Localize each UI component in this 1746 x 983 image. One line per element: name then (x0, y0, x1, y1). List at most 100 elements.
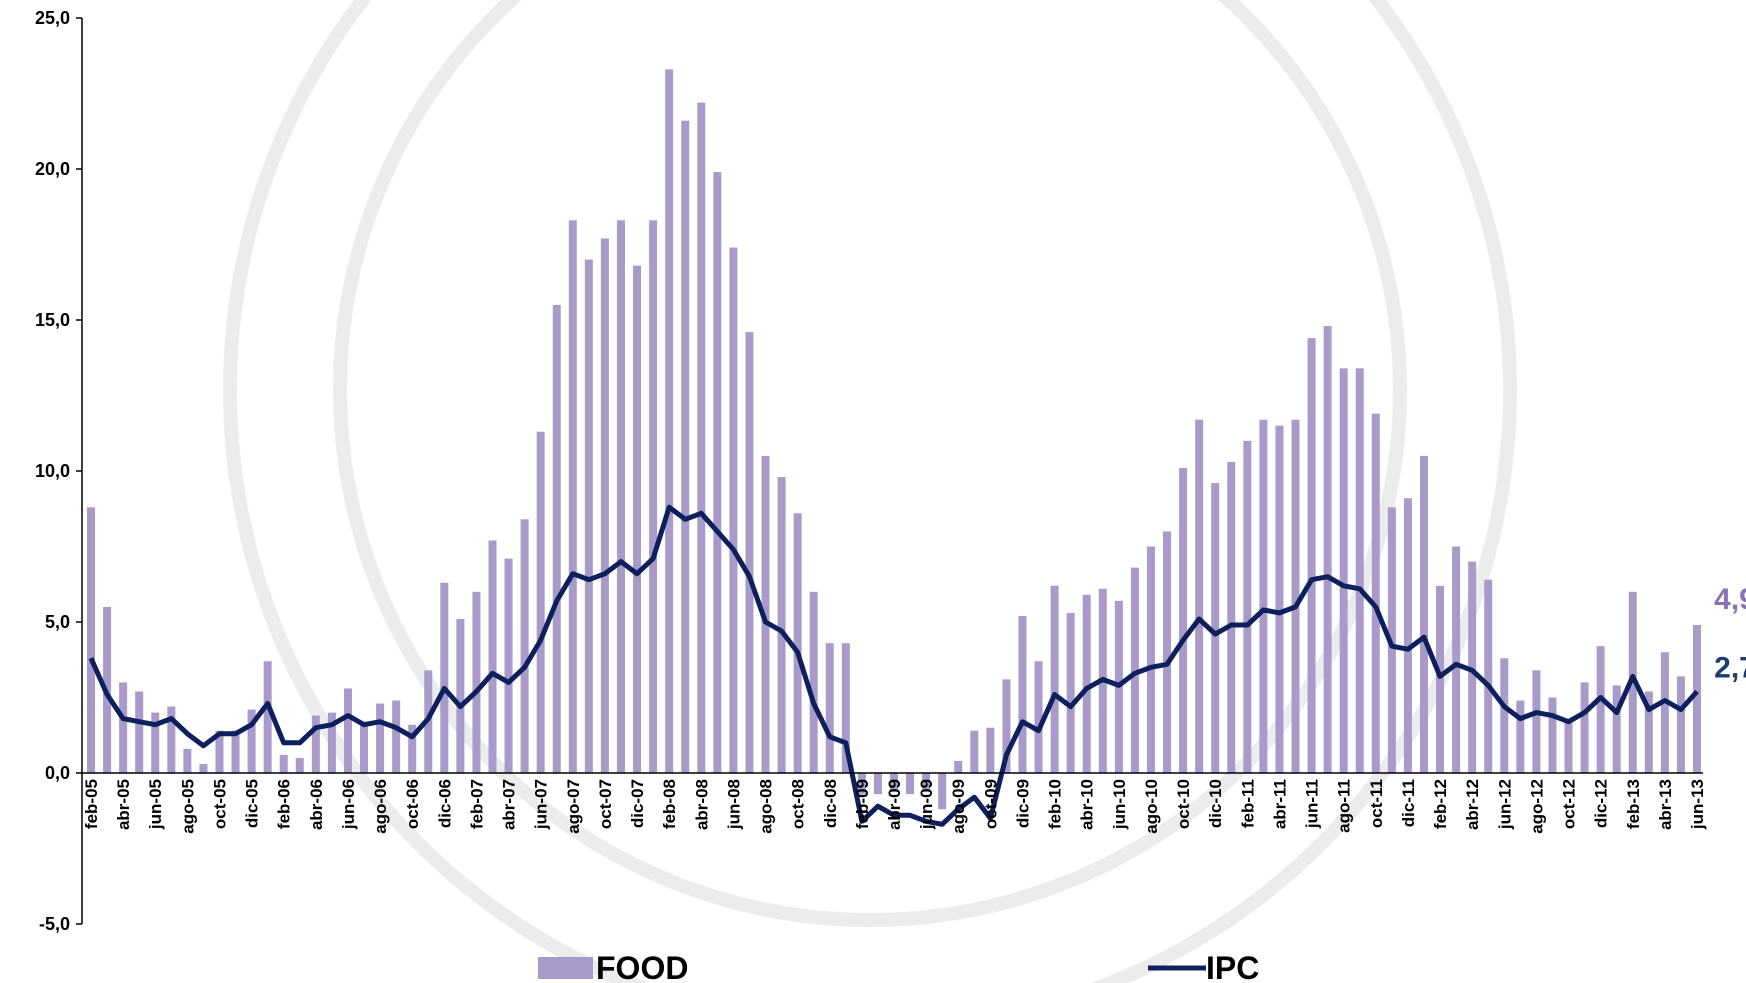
bar (1067, 613, 1075, 773)
x-tick-label: oct-05 (210, 779, 229, 829)
bar (1356, 368, 1364, 773)
x-tick-label: ago-06 (371, 779, 390, 834)
x-tick-label: jun-08 (724, 779, 743, 830)
x-tick-label: ago-11 (1335, 779, 1354, 833)
x-tick-label: abr-09 (885, 779, 904, 830)
legend-swatch (538, 957, 593, 979)
bar (1163, 531, 1171, 773)
bar (1404, 498, 1412, 773)
y-tick-label: 10,0 (35, 461, 70, 481)
x-tick-label: dic-05 (243, 779, 262, 828)
bar (360, 722, 368, 773)
bar (1018, 616, 1026, 773)
bar (713, 172, 721, 773)
bar (264, 661, 272, 773)
bar (569, 220, 577, 773)
x-tick-label: abr-12 (1463, 779, 1482, 830)
bar (1372, 414, 1380, 773)
end-label: 4,9 (1714, 583, 1746, 616)
bar (681, 121, 689, 773)
x-tick-label: abr-06 (307, 779, 326, 830)
y-tick-label: 20,0 (35, 159, 70, 179)
bar (1259, 420, 1267, 773)
bar (633, 266, 641, 773)
x-tick-label: feb-09 (853, 779, 872, 829)
x-tick-label: abr-05 (114, 779, 133, 830)
y-tick-label: 25,0 (35, 8, 70, 28)
x-tick-label: feb-13 (1624, 779, 1643, 829)
bar (1179, 468, 1187, 773)
x-tick-label: ago-12 (1527, 779, 1546, 834)
x-tick-label: oct-06 (403, 779, 422, 829)
bar (199, 764, 207, 773)
bar (1051, 586, 1059, 773)
bar (649, 220, 657, 773)
x-tick-label: abr-08 (692, 779, 711, 830)
bar (1565, 719, 1573, 773)
x-tick-label: abr-10 (1078, 779, 1097, 830)
bar (986, 728, 994, 773)
legend-label: FOOD (596, 950, 688, 983)
bar (456, 619, 464, 773)
bar (87, 507, 95, 773)
end-label: 2,7 (1714, 651, 1746, 684)
x-tick-label: abr-11 (1270, 779, 1289, 829)
bar (1083, 595, 1091, 773)
x-tick-label: oct-09 (981, 779, 1000, 829)
x-tick-label: feb-07 (467, 779, 486, 829)
bar (1452, 547, 1460, 774)
bar (1548, 698, 1556, 774)
bar (1532, 670, 1540, 773)
x-tick-label: ago-08 (757, 779, 776, 834)
x-tick-label: dic-09 (1013, 779, 1032, 828)
legend-label: IPC (1206, 950, 1259, 983)
x-tick-label: jun-06 (339, 779, 358, 830)
bar (665, 69, 673, 773)
x-tick-label: jun-09 (917, 779, 936, 830)
bar (938, 773, 946, 809)
bar (312, 716, 320, 773)
x-tick-label: jun-13 (1688, 779, 1707, 830)
bar (1693, 625, 1701, 773)
bar (810, 592, 818, 773)
bar (344, 688, 352, 773)
bar (970, 731, 978, 773)
x-tick-label: oct-11 (1367, 779, 1386, 828)
x-tick-label: dic-11 (1399, 779, 1418, 827)
bar (1484, 580, 1492, 773)
x-tick-label: dic-10 (1206, 779, 1225, 828)
bar (1500, 658, 1508, 773)
bar (553, 305, 561, 773)
x-tick-label: dic-12 (1592, 779, 1611, 828)
bar (489, 540, 497, 773)
x-tick-label: oct-08 (789, 779, 808, 829)
x-tick-label: feb-08 (660, 779, 679, 829)
bar (906, 773, 914, 794)
bar (1340, 368, 1348, 773)
x-tick-label: dic-07 (628, 779, 647, 828)
bar (1677, 676, 1685, 773)
bar (954, 761, 962, 773)
y-tick-label: 5,0 (45, 612, 70, 632)
bar (183, 749, 191, 773)
x-tick-label: ago-10 (1142, 779, 1161, 834)
bar (1195, 420, 1203, 773)
x-tick-label: abr-13 (1656, 779, 1675, 830)
x-tick-label: feb-10 (1046, 779, 1065, 829)
y-tick-label: 15,0 (35, 310, 70, 330)
x-tick-label: ago-09 (949, 779, 968, 834)
bar (745, 332, 753, 773)
bar (472, 592, 480, 773)
bar (794, 513, 802, 773)
x-tick-label: feb-06 (275, 779, 294, 829)
x-tick-label: feb-11 (1238, 779, 1257, 828)
bar (1436, 586, 1444, 773)
x-tick-label: ago-05 (178, 779, 197, 834)
x-tick-label: dic-06 (435, 779, 454, 828)
x-tick-label: abr-07 (500, 779, 519, 830)
bar (729, 248, 737, 773)
y-tick-label: -5,0 (39, 914, 70, 934)
x-tick-label: ago-07 (564, 779, 583, 834)
bar (1292, 420, 1300, 773)
bar (537, 432, 545, 773)
